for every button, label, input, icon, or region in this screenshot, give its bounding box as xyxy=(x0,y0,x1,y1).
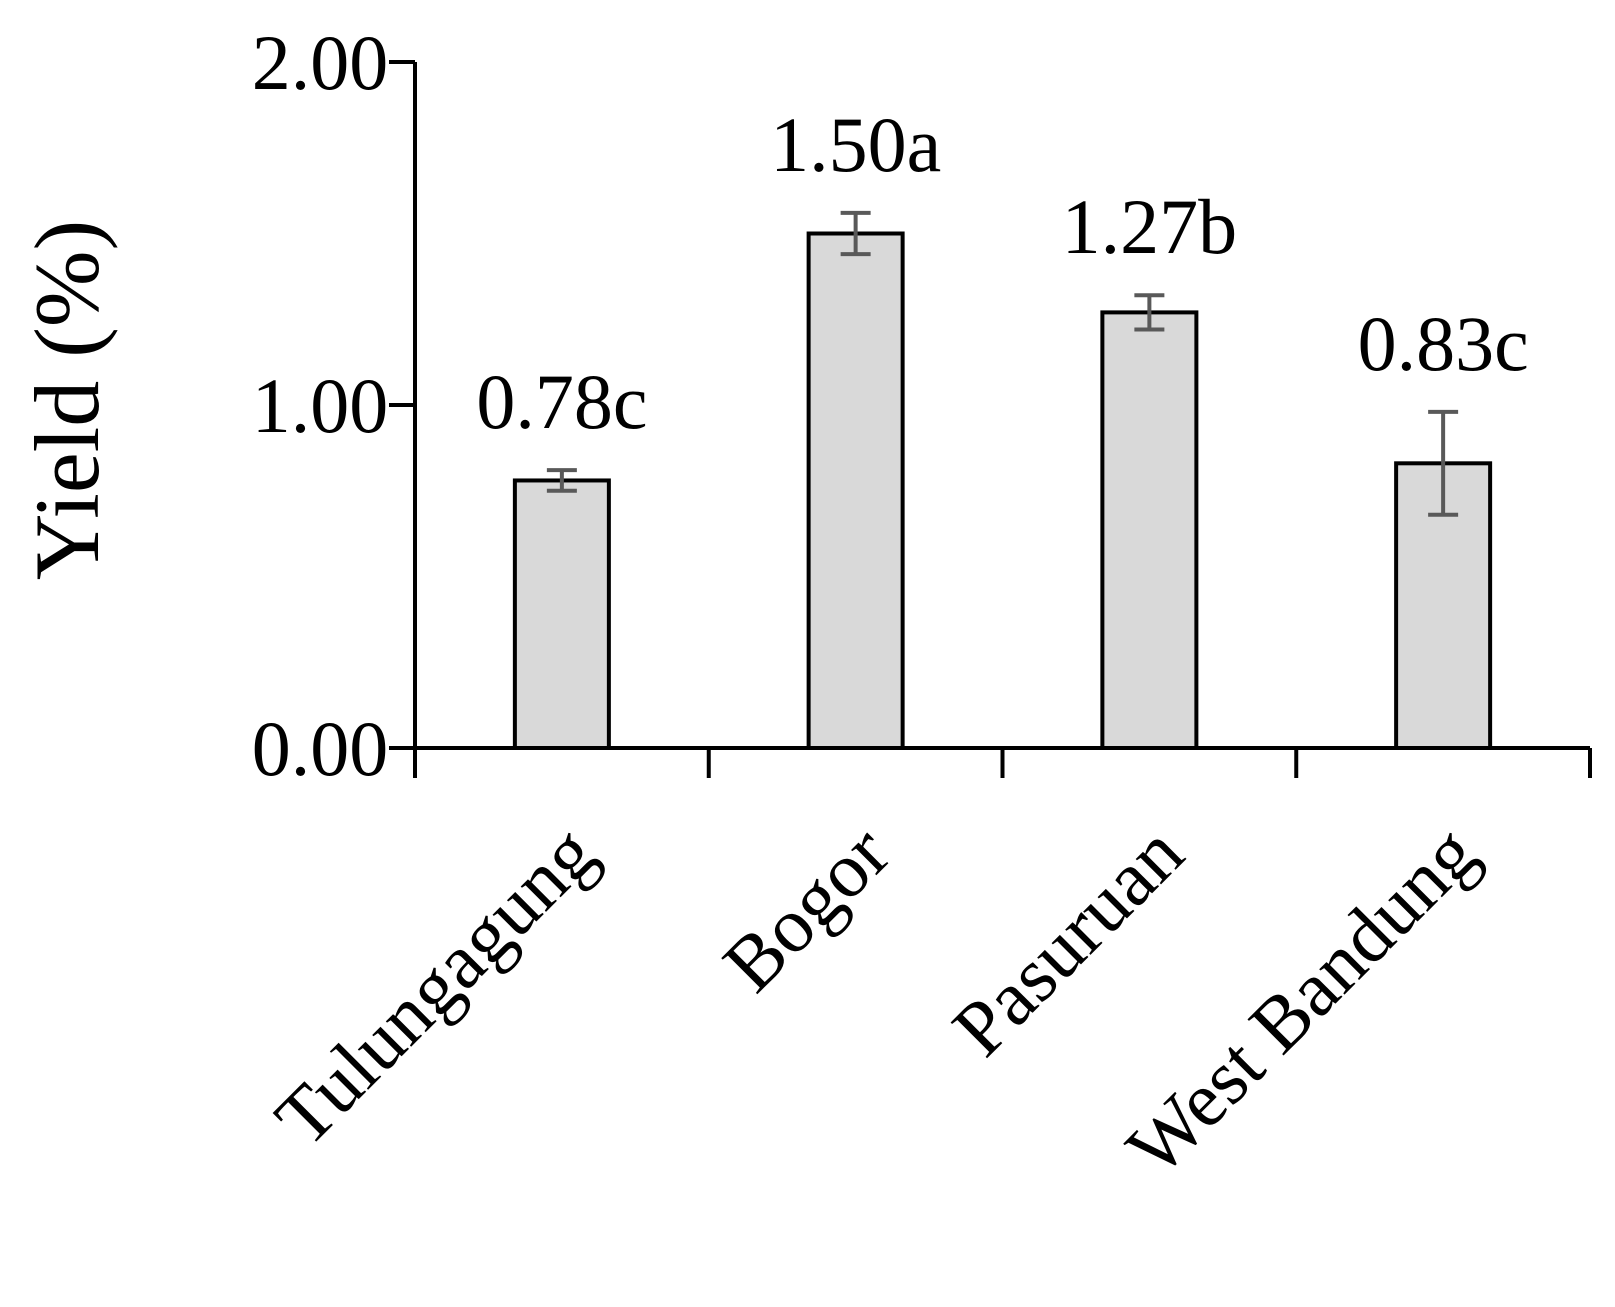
data-label: 0.78c xyxy=(476,358,647,445)
data-label: 0.83c xyxy=(1358,300,1529,387)
axes: 0.00 1.00 2.00 xyxy=(252,19,1592,792)
data-label: 1.50a xyxy=(770,101,941,188)
bars xyxy=(512,210,1493,750)
y-tick-label: 1.00 xyxy=(252,362,389,449)
data-label: 1.27b xyxy=(1062,183,1238,270)
x-category-label: Bogor xyxy=(706,808,905,1007)
y-tick-label: 2.00 xyxy=(252,19,389,106)
bar xyxy=(1100,310,1199,750)
y-axis-title: Yield (%) xyxy=(16,220,118,580)
bar xyxy=(806,231,905,750)
x-category-label: Tulungagung xyxy=(258,809,612,1163)
bar xyxy=(512,478,611,750)
x-category-label: Pasuruan xyxy=(936,809,1200,1073)
y-tick-label: 0.00 xyxy=(252,705,389,792)
